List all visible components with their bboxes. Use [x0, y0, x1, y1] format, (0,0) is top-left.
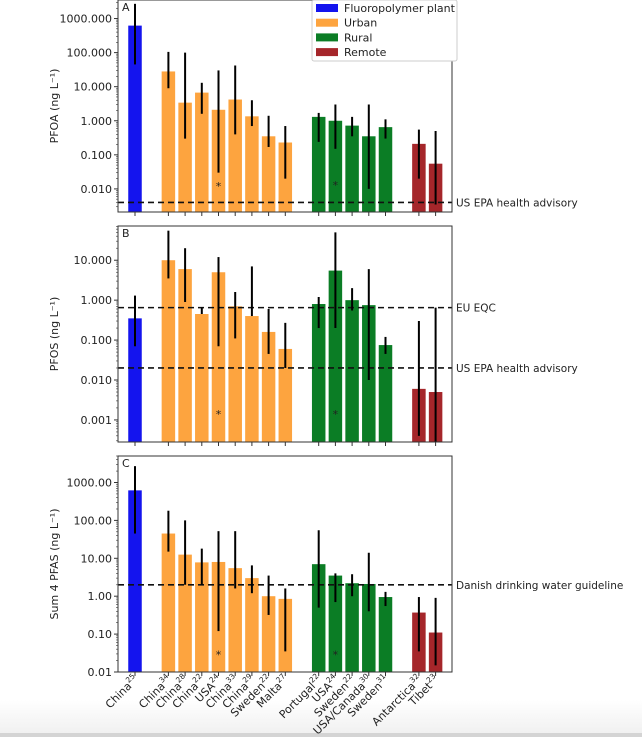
asterisk-marker: *	[216, 408, 222, 421]
legend-label: Fluoropolymer plant	[344, 2, 456, 15]
bar-portugal-22	[311, 564, 326, 672]
bar-china-22	[195, 313, 209, 442]
y-tick-label: 0.10	[88, 628, 113, 641]
y-tick-label: 10.00	[81, 552, 113, 565]
y-axis-label: PFOS (ng L⁻¹)	[48, 297, 61, 371]
legend-box	[311, 0, 458, 62]
bar-china-22	[195, 92, 209, 212]
legend-swatch	[316, 33, 338, 42]
x-axis-labels: China25China34China28China22USA24China33…	[103, 671, 438, 737]
y-tick-label: 1000.000	[60, 13, 113, 26]
bar-china-34	[161, 533, 176, 672]
bar-sweden-22	[345, 300, 359, 442]
bar-sweden-31	[378, 345, 393, 442]
panel-a: US EPA health advisory * * A 1000.000 100.000…	[48, 0, 578, 216]
asterisk-marker: *	[216, 648, 222, 661]
window-bottom-strip	[0, 700, 642, 737]
bar-portugal-22	[311, 304, 326, 442]
y-axis-label: Sum 4 PFAS (ng L⁻¹)	[48, 509, 61, 620]
x-tick-label-name: Portugal	[277, 680, 318, 721]
legend-swatch	[316, 48, 338, 57]
bar-china-34	[161, 71, 176, 212]
asterisk-marker: *	[333, 648, 339, 661]
panel-b: EU EQC US EPA health advisory * * B 10.000 1.0…	[48, 225, 578, 446]
bar-china-25	[128, 490, 142, 672]
asterisk-marker: *	[333, 408, 339, 421]
panel-letter: A	[122, 1, 130, 14]
bar-china-28	[178, 102, 192, 212]
y-tick-label: 100.000	[67, 47, 113, 60]
legend-swatch	[316, 18, 338, 27]
bar-usa-24	[328, 120, 343, 212]
bar-china-28	[178, 269, 192, 442]
reference-line-label: US EPA health advisory	[456, 363, 578, 375]
bar-sweden-31	[378, 597, 393, 672]
bar-usa-24	[328, 270, 343, 442]
legend-label: Urban	[344, 17, 377, 30]
reference-line-label: Danish drinking water guideline	[456, 580, 623, 592]
panel-c: Danish drinking water guideline * * C 1000.0…	[48, 455, 623, 679]
y-tick-label: 1.00	[88, 590, 113, 603]
panel-letter: C	[122, 457, 130, 470]
bar-malta-27	[278, 348, 293, 442]
bar-sweden-22	[345, 583, 359, 672]
y-tick-label: 10.000	[74, 254, 113, 267]
bar-sweden-22	[261, 331, 276, 442]
bar-sweden-22	[261, 136, 276, 212]
y-axis-label: PFOA (ng L⁻¹)	[48, 69, 61, 144]
asterisk-marker: *	[333, 179, 339, 192]
bar-china-25	[128, 25, 142, 212]
bar-sweden-31	[378, 127, 393, 212]
bar-usa-24	[211, 272, 226, 442]
y-tick-label: 1000.00	[67, 476, 113, 489]
asterisk-marker: *	[216, 180, 222, 193]
window-bottom-bar	[0, 733, 642, 737]
y-tick-label: 100.00	[74, 514, 113, 527]
bar-china-29	[245, 116, 259, 212]
y-tick-label: 1.000	[81, 294, 113, 307]
bar-portugal-22	[311, 116, 326, 212]
bar-china-25	[128, 318, 142, 442]
bar-china-29	[245, 578, 259, 672]
bar-sweden-22	[345, 125, 359, 212]
bar-china-33	[228, 99, 242, 212]
y-tick-label: 0.010	[81, 374, 113, 387]
legend-label: Rural	[344, 31, 372, 44]
legend-swatch	[316, 4, 338, 12]
bar-china-29	[245, 316, 259, 442]
bar-sweden-22	[261, 596, 276, 672]
reference-line-label: US EPA health advisory	[456, 197, 578, 209]
bar-china-33	[228, 306, 242, 442]
y-tick-label: 1.000	[81, 115, 113, 128]
bar-china-28	[178, 554, 192, 672]
bar-china-22	[195, 562, 209, 672]
bar-china-33	[228, 568, 242, 672]
y-tick-label: 0.001	[81, 414, 113, 427]
y-tick-label: 0.010	[81, 183, 113, 196]
y-tick-label: 10.000	[74, 81, 113, 94]
reference-line-label: EU EQC	[456, 303, 496, 315]
y-tick-label: 0.01	[88, 666, 113, 679]
bar-china-34	[161, 260, 176, 442]
panel-letter: B	[122, 227, 130, 240]
y-tick-label: 0.100	[81, 334, 113, 347]
bar-usa-canada-30	[362, 583, 376, 672]
bar-usa-24	[328, 575, 343, 672]
y-tick-label: 0.100	[81, 149, 113, 162]
legend-label: Remote	[344, 46, 387, 59]
